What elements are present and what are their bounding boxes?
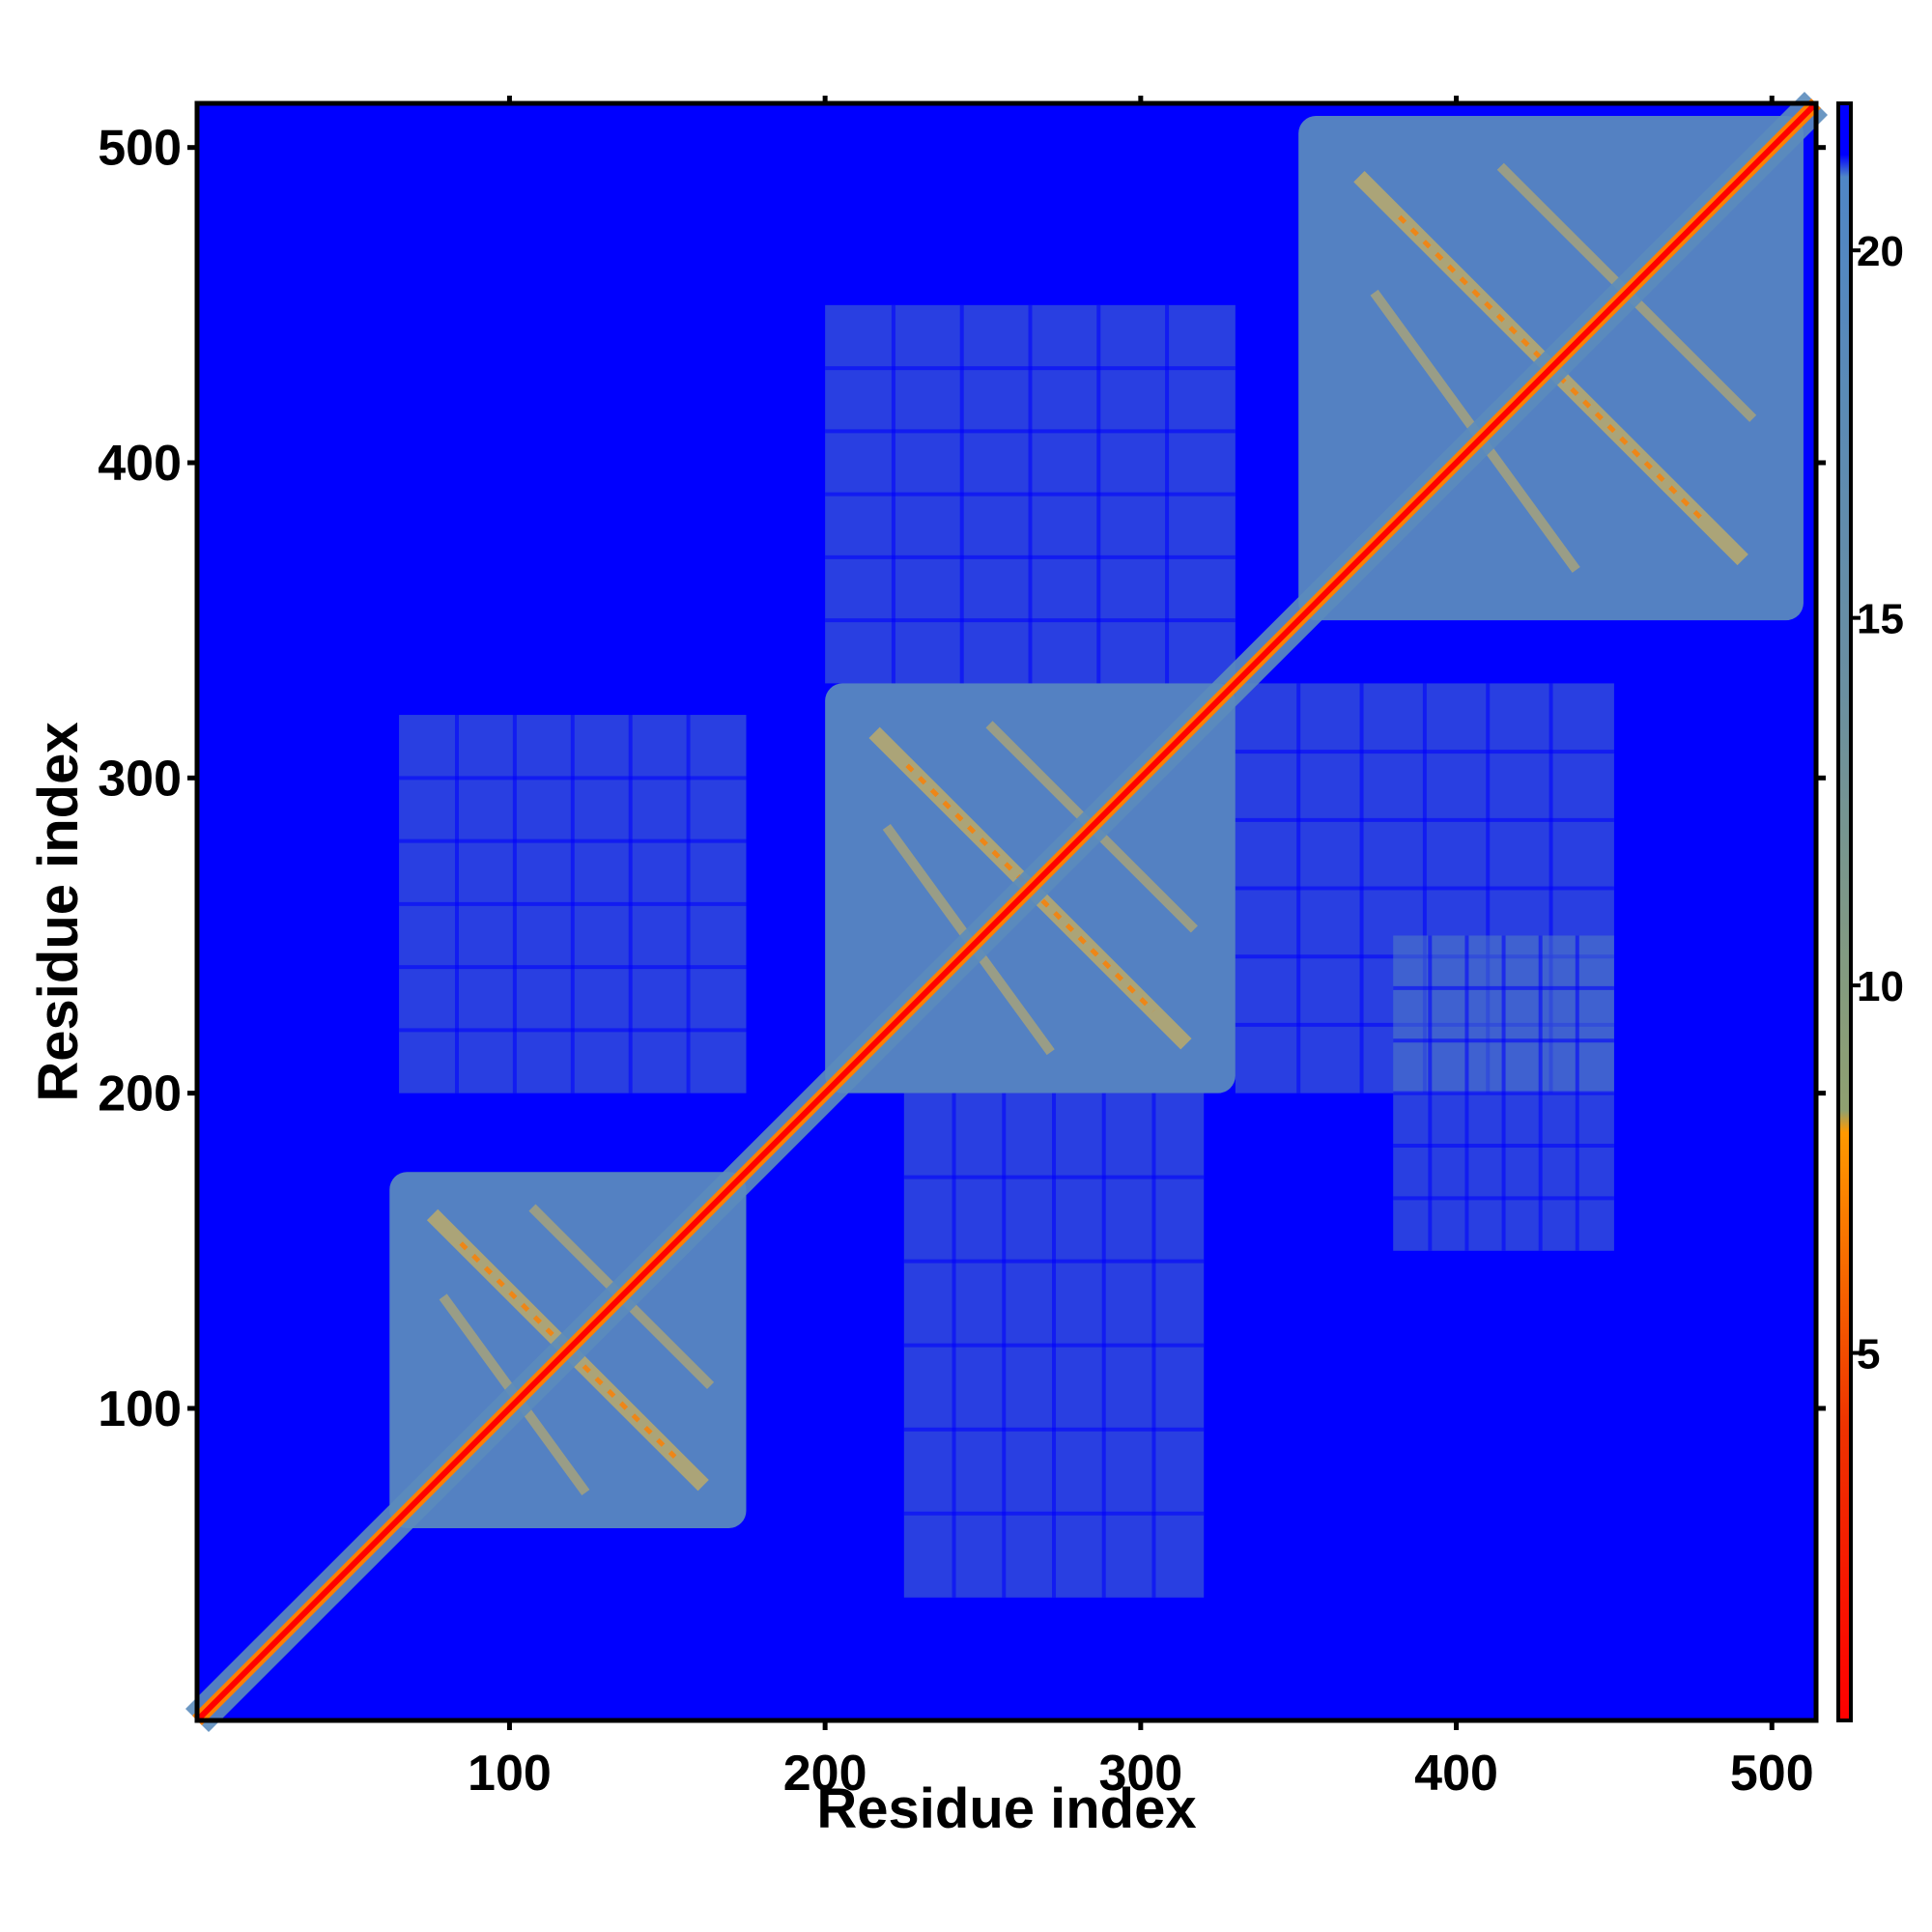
y-tick-label: 300 <box>98 751 182 807</box>
x-tick-label: 200 <box>783 1746 867 1802</box>
x-tick-label: 300 <box>1098 1746 1182 1802</box>
plot-area <box>185 91 1829 1733</box>
y-tick-label: 100 <box>98 1381 182 1437</box>
diagonal-band <box>185 91 1829 1733</box>
colorbar-tick-label: 10 <box>1857 963 1904 1010</box>
y-tick-label: 400 <box>98 436 182 492</box>
colorbar-gradient <box>1836 101 1853 1722</box>
plot-frame <box>194 100 1819 1723</box>
y-tick-label: 500 <box>98 121 182 177</box>
colorbar-tick-label: 20 <box>1857 228 1904 275</box>
diagonal-line <box>194 100 1819 1723</box>
x-tick-label: 100 <box>468 1746 552 1802</box>
x-axis-ticks: 100 200 300 400 500 <box>468 96 1814 1802</box>
y-axis-label: Residue index <box>27 722 90 1101</box>
y-tick-label: 200 <box>98 1066 182 1122</box>
colorbar-tick-label: 5 <box>1857 1331 1880 1378</box>
x-tick-label: 400 <box>1414 1746 1498 1802</box>
y-axis-ticks: 100 200 300 400 500 <box>98 121 1826 1437</box>
colorbar: 5 10 15 20 <box>1836 101 1904 1722</box>
x-tick-label: 500 <box>1730 1746 1814 1802</box>
colorbar-tick-label: 15 <box>1857 596 1904 643</box>
x-axis-label: Residue index <box>816 1777 1196 1840</box>
colorbar-ticks: 5 10 15 20 <box>1851 228 1904 1378</box>
